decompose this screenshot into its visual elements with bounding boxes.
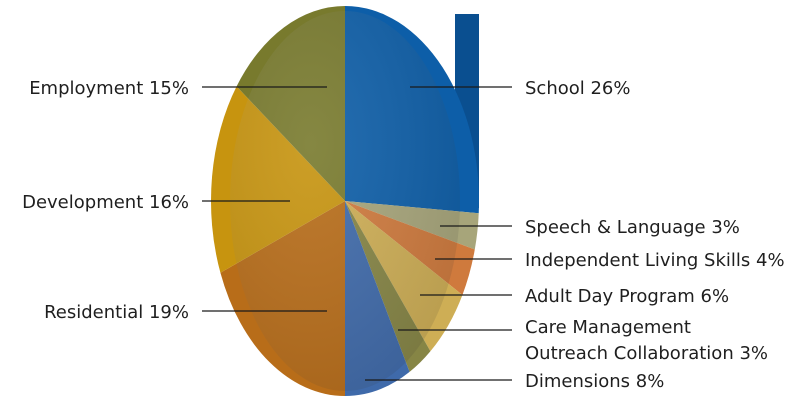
label-development: Development 16% — [22, 192, 189, 213]
label-independent-living: Independent Living Skills 4% — [525, 250, 785, 271]
label-care-management-line2: Outreach Collaboration 3% — [525, 343, 768, 364]
label-dimensions: Dimensions 8% — [525, 371, 664, 392]
slice-labels: School 26% Speech & Language 3% Independ… — [22, 78, 784, 392]
label-residential: Residential 19% — [44, 302, 189, 323]
label-employment: Employment 15% — [29, 78, 189, 99]
label-speech-language: Speech & Language 3% — [525, 217, 740, 238]
leader-lines — [202, 86, 512, 381]
label-care-management-line1: Care Management — [525, 317, 691, 338]
label-school: School 26% — [525, 78, 631, 99]
label-adult-day: Adult Day Program 6% — [525, 286, 729, 307]
